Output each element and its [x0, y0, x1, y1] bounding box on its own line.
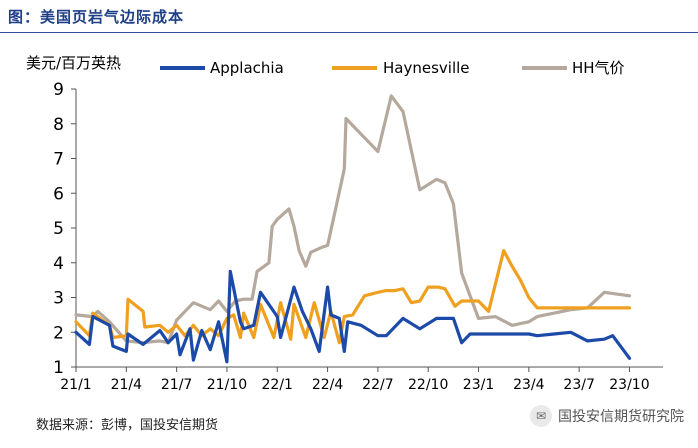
- x-tick-label: 22/10: [408, 377, 448, 393]
- series-line-applachia: [74, 269, 632, 364]
- x-tick-label: 23/4: [513, 377, 545, 393]
- source-note: 数据来源：彭博，国投安信期货: [36, 418, 219, 433]
- y-tick-label: 2: [53, 323, 64, 343]
- legend: Applachia Haynesville HH气价: [160, 59, 625, 77]
- x-tick-label: 22/1: [262, 377, 293, 393]
- legend-label-hh: HH气价: [572, 59, 625, 77]
- y-tick-label: 9: [53, 80, 64, 100]
- chart: Applachia Haynesville HH气价 美元/百万英热 1 2 3 4 5…: [26, 54, 663, 393]
- title-rule: [0, 32, 698, 33]
- x-tick-label: 21/10: [207, 377, 247, 393]
- series-line-hh: [74, 94, 632, 345]
- y-tick-label: 8: [53, 115, 64, 135]
- y-tick-label: 7: [53, 150, 64, 170]
- x-tick-label: 21/4: [111, 377, 143, 393]
- y-tick-label: 4: [53, 254, 64, 274]
- x-tick-label: 23/10: [609, 377, 649, 393]
- x-tick-label: 21/7: [161, 377, 192, 393]
- y-axis-label: 美元/百万英热: [26, 54, 121, 72]
- legend-label-applachia: Applachia: [210, 59, 284, 77]
- y-tick-label: 6: [53, 184, 64, 204]
- x-tick-label: 22/7: [362, 377, 393, 393]
- figure-title: 图：美国页岩气边际成本: [8, 8, 185, 26]
- ticks: 1 2 3 4 5 6 7 8 9 21/1 21/4 21/7 21/10 22/1 22/4 22/7 22…: [53, 80, 649, 393]
- y-tick-label: 5: [53, 219, 64, 239]
- legend-label-haynesville: Haynesville: [383, 59, 470, 77]
- y-tick-label: 3: [53, 289, 64, 309]
- axes: [75, 89, 663, 368]
- x-tick-label: 23/1: [463, 377, 494, 393]
- series-line-haynesville: [74, 249, 632, 345]
- x-tick-label: 22/4: [312, 377, 344, 393]
- wechat-icon: ✉: [530, 405, 552, 427]
- y-tick-label: 1: [53, 358, 64, 378]
- series-layer: [74, 94, 632, 364]
- watermark-text: 国投安信期货研究院: [558, 409, 684, 425]
- watermark: ✉ 国投安信期货研究院: [530, 405, 684, 427]
- x-tick-label: 21/1: [60, 377, 91, 393]
- x-tick-label: 23/7: [563, 377, 594, 393]
